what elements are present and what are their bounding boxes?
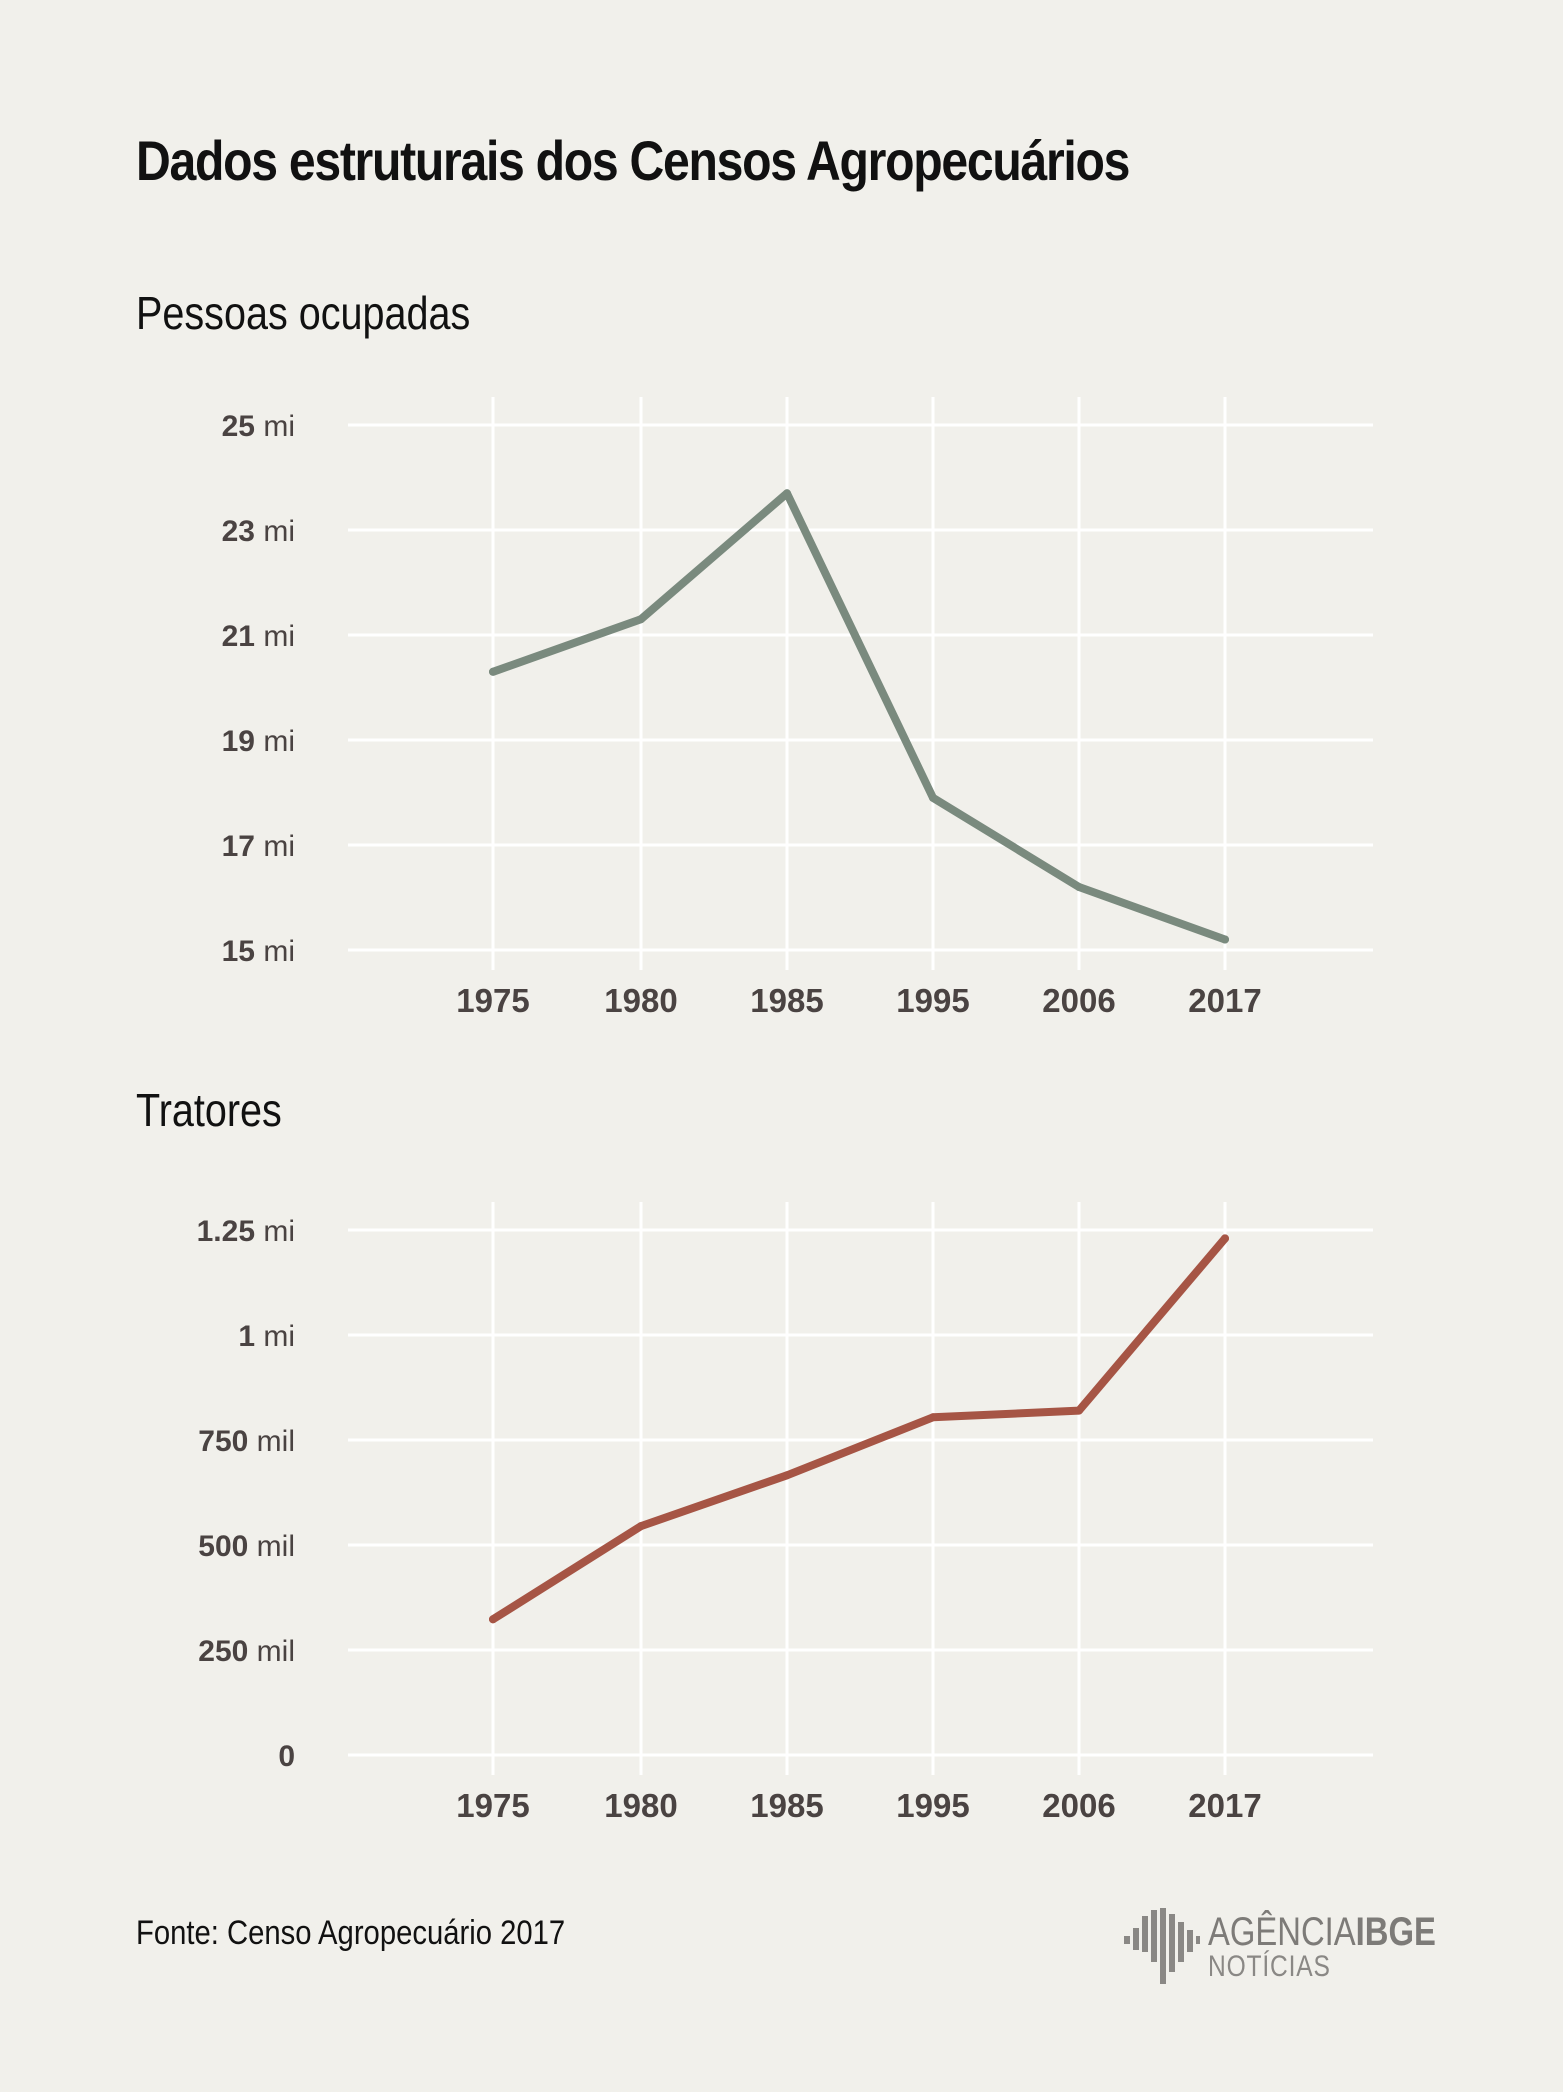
tratores-point-2017 bbox=[1221, 1234, 1229, 1243]
pessoas-ytick-value: 23 bbox=[222, 515, 255, 548]
tratores-xtick-1980: 1980 bbox=[604, 1787, 677, 1824]
tratores-ytick-unit: mil bbox=[248, 1530, 295, 1563]
tratores-ytick-unit: mil bbox=[248, 1635, 295, 1668]
tratores-ytick-value: 250 bbox=[198, 1635, 248, 1668]
tratores-ytick-label: 0 bbox=[278, 1740, 295, 1773]
tratores-ytick-value: 500 bbox=[198, 1530, 248, 1563]
pessoas-ytick-label: 17 mi bbox=[222, 830, 295, 863]
pessoas-xtick-2017: 2017 bbox=[1188, 982, 1261, 1019]
tratores-ytick-value: 0 bbox=[278, 1740, 295, 1773]
tratores-ytick-label: 750 mil bbox=[198, 1425, 295, 1458]
pessoas-ytick-value: 21 bbox=[222, 620, 255, 653]
logo-brand: AGÊNCIAIBGE bbox=[1208, 1910, 1436, 1955]
pessoas-xtick-1995: 1995 bbox=[896, 982, 969, 1019]
pessoas-ytick-label: 15 mi bbox=[222, 935, 295, 968]
pessoas-point-2006 bbox=[1075, 883, 1083, 891]
tratores-ytick-label: 500 mil bbox=[198, 1530, 295, 1563]
pessoas-ytick-value: 19 bbox=[222, 725, 255, 758]
pessoas-ytick-value: 15 bbox=[222, 935, 255, 968]
ibge-bars-icon bbox=[1124, 1908, 1200, 1984]
pessoas-xtick-1985: 1985 bbox=[750, 982, 823, 1019]
pessoas-series-line bbox=[489, 489, 1229, 944]
tratores-point-2006 bbox=[1075, 1406, 1083, 1415]
chart-title-pessoas-ocupadas: Pessoas ocupadas bbox=[136, 287, 471, 339]
pessoas-point-1995 bbox=[929, 793, 937, 802]
source-note: Fonte: Censo Agropecuário 2017 bbox=[136, 1914, 566, 1952]
chart-title-tratores: Tratores bbox=[136, 1084, 282, 1136]
page-title: Dados estruturais dos Censos Agropecuári… bbox=[136, 129, 1130, 192]
pessoas-ytick-unit: mi bbox=[255, 410, 295, 443]
tratores-point-1980 bbox=[637, 1522, 645, 1531]
pessoas-ytick-label: 19 mi bbox=[222, 725, 295, 758]
pessoas-point-1985 bbox=[783, 489, 791, 498]
pessoas-ytick-label: 25 mi bbox=[222, 410, 295, 443]
pessoas-xtick-1980: 1980 bbox=[604, 982, 677, 1019]
tratores-point-1985 bbox=[783, 1471, 791, 1480]
pessoas-ytick-unit: mi bbox=[255, 515, 295, 548]
tratores-xtick-2017: 2017 bbox=[1188, 1787, 1261, 1824]
tratores-ytick-unit: mi bbox=[255, 1320, 295, 1353]
tratores-xtick-1995: 1995 bbox=[896, 1787, 969, 1824]
tratores-point-1995 bbox=[929, 1413, 937, 1422]
pessoas-xtick-2006: 2006 bbox=[1042, 982, 1115, 1019]
tratores-ytick-unit: mi bbox=[255, 1215, 295, 1248]
tratores-point-1975 bbox=[489, 1615, 497, 1624]
tratores-series-line bbox=[489, 1234, 1229, 1624]
tratores-xtick-2006: 2006 bbox=[1042, 1787, 1115, 1824]
tratores-xtick-1985: 1985 bbox=[750, 1787, 823, 1824]
tratores-ytick-label: 250 mil bbox=[198, 1635, 295, 1668]
pessoas-ytick-label: 23 mi bbox=[222, 515, 295, 548]
logo-brand-light: AGÊNCIA bbox=[1208, 1910, 1356, 1954]
logo-sub: NOTÍCIAS bbox=[1208, 1950, 1331, 1983]
tratores-ytick-value: 750 bbox=[198, 1425, 248, 1458]
tratores-ytick-value: 1 bbox=[238, 1320, 255, 1353]
pessoas-ytick-value: 17 bbox=[222, 830, 255, 863]
pessoas-ytick-value: 25 bbox=[222, 410, 255, 443]
pessoas-ytick-unit: mi bbox=[255, 620, 295, 653]
tratores-ytick-label: 1 mi bbox=[238, 1320, 295, 1353]
pessoas-ytick-unit: mi bbox=[255, 935, 295, 968]
agencia-ibge-logo: AGÊNCIAIBGE NOTÍCIAS bbox=[1124, 1908, 1444, 1986]
pessoas-point-2017 bbox=[1221, 935, 1229, 944]
pessoas-ytick-unit: mi bbox=[255, 725, 295, 758]
pessoas-ytick-label: 21 mi bbox=[222, 620, 295, 653]
tratores-xtick-1975: 1975 bbox=[456, 1787, 529, 1824]
pessoas-point-1975 bbox=[489, 667, 497, 676]
tratores-ytick-unit: mil bbox=[248, 1425, 295, 1458]
pessoas-xtick-1975: 1975 bbox=[456, 982, 529, 1019]
tratores-ytick-label: 1.25 mi bbox=[197, 1215, 295, 1248]
pessoas-point-1980 bbox=[637, 615, 645, 624]
logo-brand-bold: IBGE bbox=[1355, 1910, 1436, 1954]
pessoas-ytick-unit: mi bbox=[255, 830, 295, 863]
tratores-ytick-value: 1.25 bbox=[197, 1215, 255, 1248]
